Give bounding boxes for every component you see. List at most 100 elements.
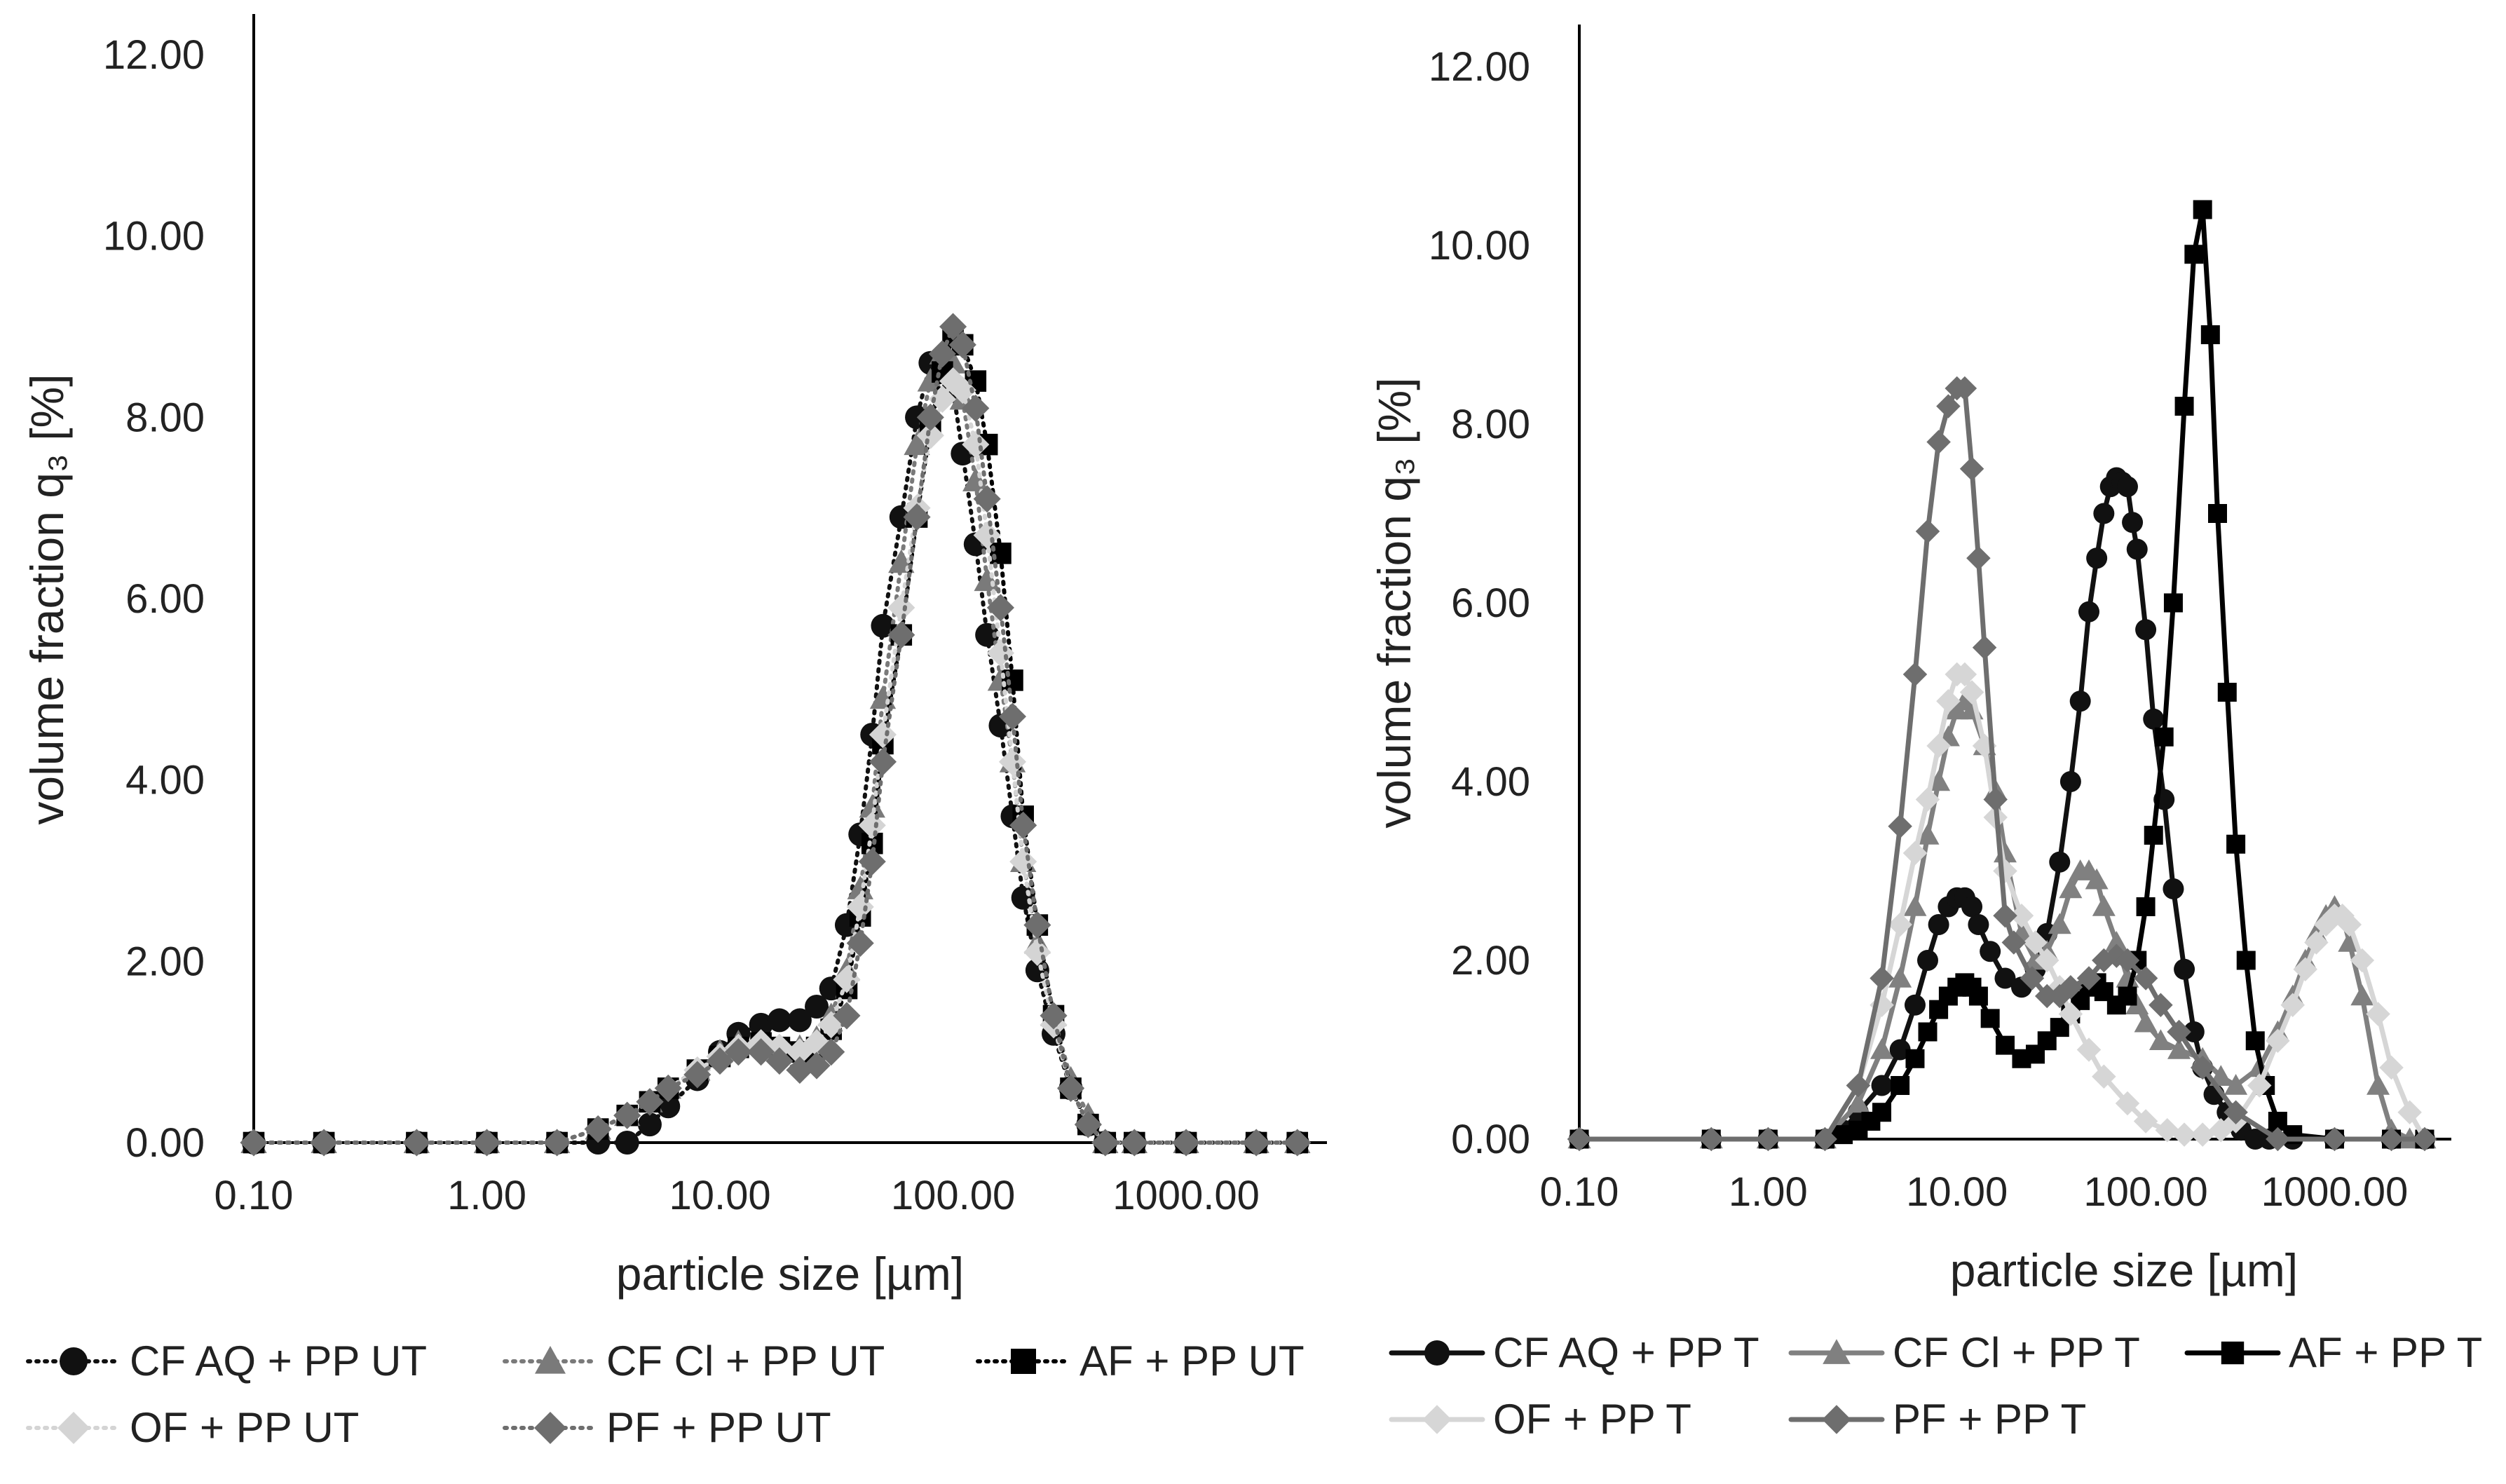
legend-item-cf-cl-pp-t: CF Cl + PP T [1788,1329,2140,1376]
data-point [787,1008,812,1033]
data-point [2092,1064,2116,1089]
data-point [1091,1129,1119,1157]
data-point [2412,1126,2437,1152]
data-point [1928,914,1949,935]
legend-marker [1424,1340,1450,1366]
data-point [1916,950,1938,971]
data-point [1916,824,1940,845]
data-point [2190,1122,2215,1147]
data-point [928,340,956,368]
data-point [1888,814,1912,838]
data-point [2350,948,2375,973]
left-y-axis-title: volume fraction q₃ [%] [21,374,73,824]
right-legend: CF AQ + PP T CF Cl + PP T AF + PP T OF + PP… [1389,1329,2482,1443]
data-point [2154,727,2174,747]
data-point [683,1061,711,1089]
data-point [2092,895,2116,916]
legend-item-of-pp-t: OF + PP T [1389,1396,1691,1443]
data-point [1756,1126,1780,1152]
left-chart-panel: 0.00 2.00 4.00 6.00 8.00 10.00 12.00 0.10 1.00 1… [21,14,1327,1300]
data-point [2093,503,2115,524]
series-af-pp-t [1569,200,2435,1149]
legend-item-af-pp-ut: AF + PP UT [976,1337,1305,1384]
data-point [2174,958,2195,980]
right-x-axis-title: particle size [µm] [1950,1244,2298,1296]
y-tick-label: 4.00 [1451,759,1530,805]
data-point [2149,1029,2172,1050]
legend-marker [535,1346,566,1374]
data-point [887,621,915,649]
data-point [1846,1073,1871,1098]
data-point [2059,771,2081,792]
data-point [584,1115,612,1143]
data-point [2193,200,2212,219]
data-point [2155,1118,2180,1143]
data-point [986,594,1014,622]
data-point [2001,930,2027,955]
data-point [1904,994,1926,1016]
data-point [2236,951,2256,970]
x-tick-label: 10.00 [1906,1169,2008,1215]
data-point [2379,1055,2404,1080]
data-point [2085,868,2109,890]
data-point [1952,376,1977,401]
data-point [2247,1073,2272,1098]
data-point [1056,1074,1085,1102]
data-point [1813,1126,1837,1152]
data-point [472,1129,501,1157]
data-point [2367,1074,2390,1095]
y-tick-label: 2.00 [1451,938,1530,983]
x-tick-label: 10.00 [669,1173,770,1218]
legend-label: PF + PP T [1893,1396,2086,1443]
data-point [962,430,990,458]
data-point [2167,1019,2191,1044]
data-point [2048,913,2071,934]
data-point [1993,904,2017,928]
data-point [986,639,1014,667]
left-x-axis-title: particle size [µm] [616,1248,964,1300]
data-point [2125,993,2149,1014]
y-tick-label: 2.00 [125,939,205,984]
legend-label: CF Cl + PP T [1893,1329,2140,1376]
data-point [2366,1002,2390,1026]
data-point [2134,1011,2158,1033]
x-tick-label: 1000.00 [2261,1169,2409,1215]
data-point [1959,680,1984,704]
data-point [2190,1055,2215,1080]
legend-marker [1823,1339,1851,1364]
data-point [2076,966,2102,991]
legend-label: OF + PP UT [130,1404,359,1451]
data-point [928,385,956,414]
data-point [1972,635,1997,660]
data-point [2115,1091,2140,1116]
right-x-tick-labels: 0.10 1.00 10.00 100.00 1000.00 [1540,1169,2409,1215]
data-point [1888,967,1912,988]
data-point [2058,1002,2083,1026]
data-point [2167,1038,2191,1059]
data-point [2266,1126,2290,1152]
legend-marker [1822,1405,1851,1434]
data-point [2379,1126,2404,1152]
data-point [1959,456,1984,481]
legend-item-cf-cl-pp-ut: CF Cl + PP UT [503,1337,885,1384]
data-point [1872,1103,1892,1122]
legend-item-pf-pp-ut: PF + PP UT [503,1404,831,1451]
data-point [2280,993,2305,1017]
legend-item-cf-aq-pp-t: CF AQ + PP T [1389,1329,1759,1376]
data-point [2104,931,2128,952]
data-point [2086,547,2108,569]
data-point [2226,834,2246,854]
legend-item-cf-aq-pp-ut: CF AQ + PP UT [26,1337,427,1384]
data-point [1915,787,1940,812]
data-point [656,1094,681,1119]
data-point [2149,993,2173,1017]
data-point [2034,948,2059,973]
data-point [1889,1039,1911,1061]
series-pf-pp-ut [240,313,1312,1157]
legend-marker [60,1347,88,1375]
data-point [1023,911,1051,939]
data-point [1926,430,1951,454]
data-point [2337,912,2362,937]
y-tick-label: 0.00 [1451,1117,1530,1162]
legend-label: CF AQ + PP UT [130,1337,427,1384]
